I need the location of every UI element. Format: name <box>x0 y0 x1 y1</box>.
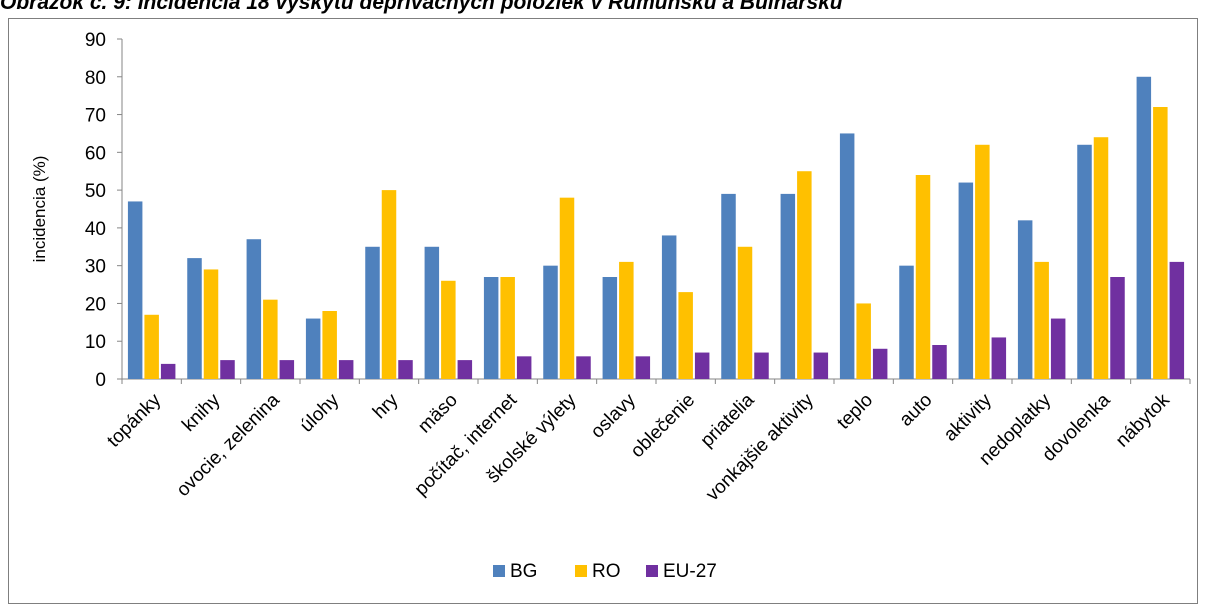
x-category-label: oblečenie <box>627 390 699 462</box>
bar-bg <box>899 265 914 379</box>
bar-ro <box>500 277 515 379</box>
bar-ro <box>322 311 337 379</box>
chart-title: Obrázok č. 9: Incidencia 18 výskytu depr… <box>0 0 843 14</box>
legend-label-eu-27: EU-27 <box>663 561 717 582</box>
x-category-label: mäso <box>414 390 462 438</box>
x-category-label: vonkajšie aktivity <box>702 389 818 505</box>
bar-eu-27 <box>991 337 1007 379</box>
x-category-label: nábytok <box>1112 389 1174 451</box>
bar-bg <box>839 133 855 379</box>
bar-eu-27 <box>635 356 651 379</box>
bar-eu-27 <box>932 345 947 379</box>
legend-swatch-bg <box>493 565 505 577</box>
y-tick-label: 20 <box>85 294 106 315</box>
bar-ro <box>203 269 219 379</box>
legend-label-ro: RO <box>592 561 621 582</box>
bar-eu-27 <box>457 360 473 379</box>
bar-bg <box>365 246 380 379</box>
x-category-label: teplo <box>833 390 877 434</box>
bar-ro <box>559 197 575 379</box>
x-category-label: úlohy <box>296 389 343 436</box>
y-tick-label: 10 <box>85 332 106 353</box>
y-tick-label: 90 <box>85 30 106 51</box>
legend-swatch-ro <box>575 565 587 577</box>
bar-eu-27 <box>220 360 235 379</box>
x-category-label: počítač, internet <box>411 389 522 500</box>
bar-bg <box>780 193 796 379</box>
bar-bg <box>602 277 618 379</box>
bar-ro <box>144 314 159 379</box>
y-tick-label: 80 <box>85 68 106 89</box>
bar-bg <box>305 318 321 379</box>
bar-ro <box>678 292 693 379</box>
bar-eu-27 <box>1050 318 1066 379</box>
bar-ro <box>737 246 753 379</box>
bar-ro <box>975 144 990 379</box>
bar-eu-27 <box>279 360 295 379</box>
bar-ro <box>1153 107 1168 379</box>
bar-bg <box>1136 76 1152 380</box>
y-tick-label: 30 <box>85 257 106 278</box>
bar-eu-27 <box>160 363 176 379</box>
bar-ro <box>1093 137 1109 379</box>
bar-ro <box>797 171 812 379</box>
bar-bg <box>127 201 143 379</box>
x-category-label: auto <box>896 390 937 431</box>
y-axis-label: incidencia (%) <box>30 156 49 263</box>
bar-eu-27 <box>754 352 769 379</box>
legend-swatch-eu-27 <box>646 565 658 577</box>
bar-eu-27 <box>694 352 710 379</box>
bar-ro <box>441 280 456 379</box>
y-tick-label: 0 <box>95 370 106 391</box>
bar-ro <box>619 261 634 379</box>
bar-eu-27 <box>1169 261 1185 379</box>
y-tick-label: 40 <box>85 219 106 240</box>
x-category-label: ovocie, zelenina <box>173 389 285 501</box>
bar-bg <box>958 182 974 379</box>
bar-bg <box>1077 144 1092 379</box>
bar-eu-27 <box>398 360 413 379</box>
x-category-label: topánky <box>103 389 165 451</box>
bar-eu-27 <box>872 348 888 379</box>
bar-eu-27 <box>338 360 354 379</box>
bar-ro <box>1034 261 1049 379</box>
bar-eu-27 <box>813 352 829 379</box>
x-category-label: oslavy <box>587 389 640 442</box>
bar-ro <box>915 175 931 379</box>
bar-bg <box>1017 220 1033 379</box>
x-category-label: hry <box>369 389 403 423</box>
bar-bg <box>246 239 262 379</box>
bar-eu-27 <box>1110 277 1125 379</box>
y-tick-label: 70 <box>85 106 106 127</box>
y-tick-label: 60 <box>85 143 106 164</box>
bar-eu-27 <box>576 356 591 379</box>
bar-eu-27 <box>516 356 532 379</box>
y-tick-label: 50 <box>85 181 106 202</box>
bar-bg <box>543 265 558 379</box>
bar-ro <box>856 303 871 379</box>
bar-bg <box>661 235 677 379</box>
x-category-label: knihy <box>178 389 225 436</box>
bar-bg <box>483 277 499 379</box>
legend-label-bg: BG <box>510 561 537 582</box>
bar-bg <box>424 246 440 379</box>
bar-ro <box>263 299 278 379</box>
bar-ro <box>381 190 397 379</box>
bar-bg <box>187 258 202 379</box>
bar-bg <box>721 193 736 379</box>
x-category-label: aktivity <box>940 389 996 445</box>
